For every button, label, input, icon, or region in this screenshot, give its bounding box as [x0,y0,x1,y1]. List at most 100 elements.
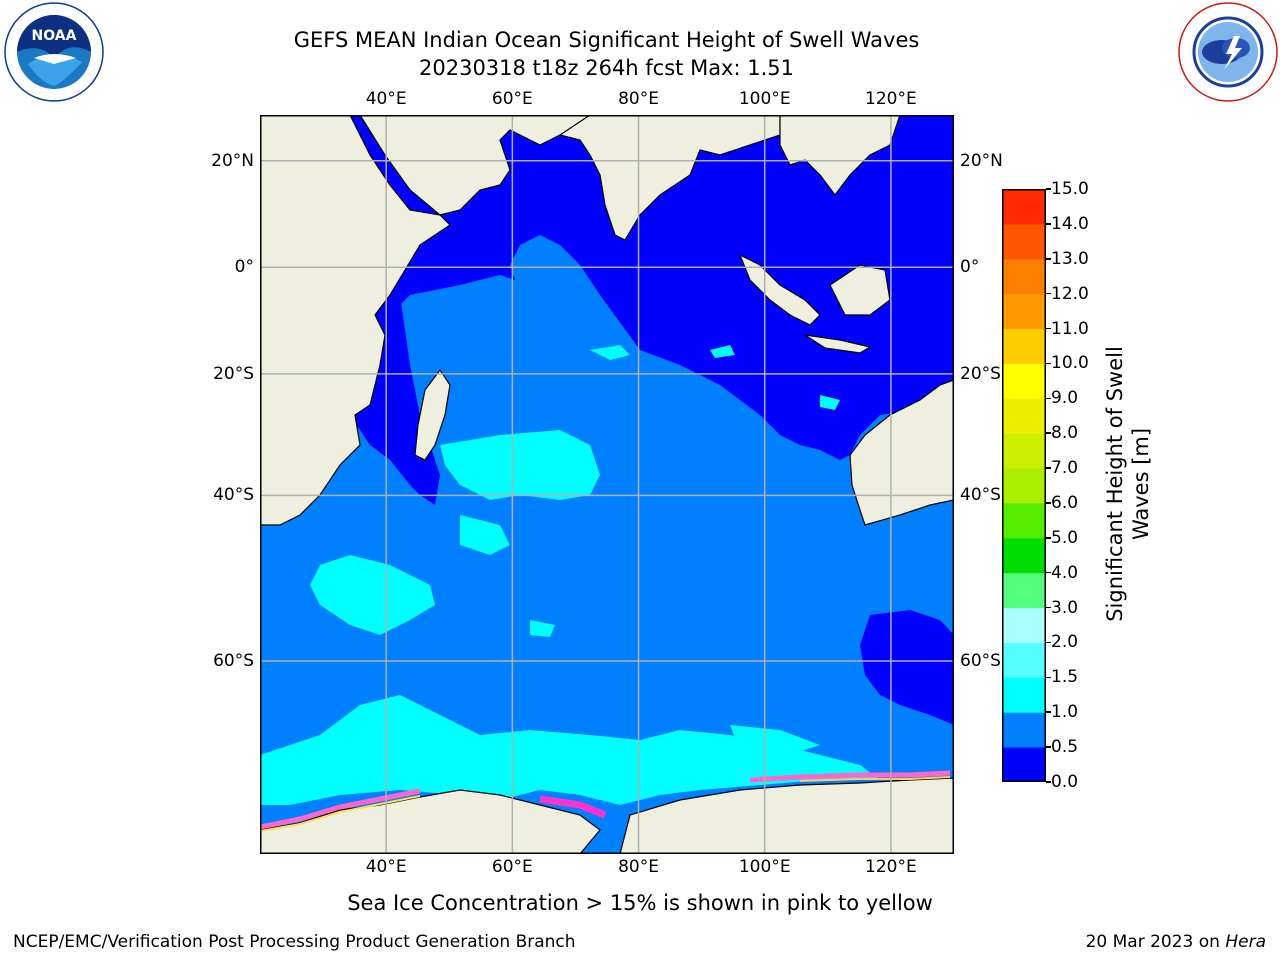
colorbar-tick-label: 6.0 [1051,492,1079,513]
footer-left: NCEP/EMC/Verification Post Processing Pr… [13,932,576,952]
colorbar-segment [1002,223,1046,260]
colorbar-tick [1046,223,1051,225]
colorbar-tick [1046,258,1051,260]
colorbar-tick-label: 8.0 [1051,423,1079,444]
lat-tick-label-right: 40°S [960,485,1001,506]
colorbar-segment [1002,189,1046,225]
colorbar-tick [1046,362,1051,365]
noaa-logo-text: NOAA [32,28,77,44]
lat-tick-label-left: 20°S [213,363,254,384]
colorbar-tick-label: 14.0 [1051,213,1089,234]
colorbar-tick [1046,711,1051,713]
nws-logo [1178,2,1278,102]
land-sumatra [738,253,821,326]
colorbar-segment [1002,712,1046,748]
chart-subtitle: 20230318 t18z 264h fcst Max: 1.51 [419,56,794,80]
colorbar-tick-label: 11.0 [1051,318,1089,339]
colorbar-tick-label: 7.0 [1051,458,1079,479]
colorbar-title-line2: Waves [m] [1129,427,1153,541]
colorbar-segment [1002,607,1046,643]
colorbar-tick [1046,746,1051,748]
colorbar-tick [1046,502,1051,504]
lon-tick-label-top: 40°E [365,89,407,109]
colorbar-tick-label: 0.5 [1051,737,1079,758]
colorbar-frame [1002,189,1046,782]
lat-tick-label-left: 40°S [213,485,254,506]
lon-tick-label-top: 80°E [618,89,659,109]
chart-title: GEFS MEAN Indian Ocean Significant Heigh… [293,28,920,52]
land-southeast-asia [779,115,901,196]
land-india [558,115,781,241]
land-java [804,334,872,354]
colorbar-tick-label: 12.0 [1051,283,1089,304]
lon-tick-label-top: 100°E [738,89,791,109]
colorbar-title-line1: Significant Height of Swell [1103,346,1127,622]
ocean-swell-0-to-0-5-southeast [860,610,954,725]
map-gridlines [260,115,954,854]
colorbar-tick-label: 13.0 [1051,248,1089,269]
lat-tick-label-left: 0° [234,257,254,278]
lat-tick-label-right: 20°S [960,363,1001,384]
lon-tick-label-bot: 120°E [865,857,917,877]
colorbar-tick [1046,292,1051,295]
lat-tick-label-left: 60°S [213,651,254,672]
lon-tick-label-top: 60°E [491,89,533,109]
noaa-logo-graphic: NOAA [4,2,104,102]
colorbar-segment [1002,747,1046,782]
footer-host: Hera [1225,932,1266,952]
lat-tick-label-left: 20°N [211,150,254,171]
colorbar-tick [1046,537,1051,539]
colorbar-title: Significant Height of Swell Waves [m] [1102,346,1154,622]
ocean-map [260,115,954,854]
colorbar-segment [1002,468,1046,504]
colorbar-tick [1046,188,1051,190]
noaa-logo: NOAA [4,2,104,102]
colorbar-tick-label: 15.0 [1051,179,1089,199]
colorbar-segment [1002,572,1046,609]
colorbar-segment [1002,537,1046,574]
colorbar-tick-label: 1.5 [1051,667,1079,688]
colorbar-tick [1046,641,1051,644]
land-australia [849,379,954,526]
lon-tick-label-bot: 60°E [491,857,533,877]
footer-right: 20 Mar 2023 on Hera [1086,932,1266,952]
colorbar-tick-label: 4.0 [1051,562,1079,583]
sea-ice-edge [260,770,951,832]
colorbar-tick-label: 10.0 [1051,353,1089,374]
colorbar-tick-label: 9.0 [1051,388,1079,409]
colorbar-segment [1002,642,1046,678]
colorbar-tick [1046,397,1051,400]
land-madagascar [414,368,451,461]
colorbar-tick [1046,781,1051,783]
colorbar-segment [1002,328,1046,364]
colorbar-segment [1002,502,1046,539]
colorbar-segment [1002,398,1046,434]
colorbar-segment [1002,258,1046,295]
ocean-swell-1-0-to-1-5 [260,345,880,805]
colorbar-segment [1002,293,1046,330]
colorbar [1002,189,1046,782]
colorbar-tick-label: 0.0 [1051,772,1079,792]
colorbar-tick [1046,571,1051,574]
colorbar-tick-label: 5.0 [1051,527,1079,548]
land [260,115,954,854]
lon-tick-label-bot: 40°E [365,857,407,877]
lat-tick-label-right: 0° [960,257,980,278]
colorbar-segment [1002,363,1046,399]
land-borneo [829,264,891,316]
map-frame [260,115,954,854]
lon-tick-label-bot: 80°E [618,857,659,877]
colorbar-tick [1046,327,1051,330]
footer-date: 20 Mar 2023 on [1085,932,1226,952]
colorbar-tick-label: 3.0 [1051,597,1079,618]
colorbar-segment [1002,677,1046,713]
colorbar-tick [1046,606,1051,609]
sea-ice-note: Sea Ice Concentration > 15% is shown in … [347,891,933,915]
colorbar-tick-label: 1.0 [1051,702,1079,723]
land-africa [260,115,451,526]
lon-tick-label-bot: 100°E [738,857,791,877]
colorbar-tick [1046,432,1051,434]
lat-tick-label-right: 60°S [960,651,1001,672]
colorbar-segment [1002,433,1046,469]
colorbar-tick [1046,467,1051,469]
